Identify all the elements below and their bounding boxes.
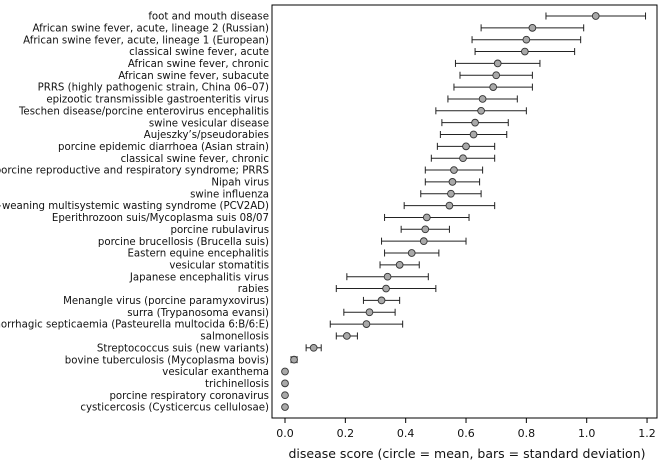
disease-label: vesicular stomatitis	[169, 260, 269, 271]
disease-label: salmonellosis	[200, 332, 269, 343]
x-axis: 0.0 0.2 0.4 0.6 0.8 1.0 1.2	[276, 418, 656, 440]
disease-label: epizootic transmissible gastroenteritis …	[46, 95, 269, 106]
x-tick-label: 0.6	[457, 427, 475, 440]
x-tick-label: 0.4	[397, 427, 415, 440]
mean-marker	[342, 332, 351, 340]
mean-marker	[362, 320, 371, 328]
mean-marker	[445, 201, 454, 210]
disease-label: Japanese encephalitis virus	[129, 272, 269, 283]
mean-marker	[471, 118, 479, 127]
mean-marker	[493, 59, 502, 68]
disease-label: African swine fever, acute, lineage 1 (E…	[23, 35, 269, 46]
mean-marker	[462, 142, 470, 151]
x-axis-title: disease score (circle = mean, bars = sta…	[288, 446, 645, 461]
plot-frame	[271, 4, 658, 419]
disease-label: Aujeszky’s/pseudorabies	[144, 130, 269, 141]
disease-label: trichinellosis	[205, 379, 269, 390]
mean-marker	[395, 261, 404, 269]
x-tick-label: 0.8	[518, 427, 536, 440]
disease-label: porcine epidemic diarrhoea (Asian strain…	[58, 142, 269, 153]
mean-marker	[419, 237, 428, 246]
mean-marker	[281, 367, 289, 376]
mean-marker	[365, 308, 374, 317]
x-tick-label: 1.2	[638, 427, 656, 440]
mean-marker	[290, 355, 298, 364]
mean-marker	[281, 403, 289, 411]
disease-label: porcine respiratory coronavirus	[109, 391, 269, 402]
x-tick-label: 1.0	[578, 427, 596, 440]
disease-label: porcine rubulavirus	[170, 225, 269, 236]
mean-marker	[478, 95, 487, 103]
disease-label: rabies	[238, 284, 269, 295]
mean-marker	[477, 106, 485, 115]
disease-label: classical swine fever, chronic	[121, 154, 269, 165]
disease-label: surra (Trypanosoma evansi)	[127, 308, 269, 319]
disease-label: African swine fever, subacute	[118, 71, 269, 82]
disease-label: African swine fever, chronic	[128, 59, 269, 70]
mean-marker	[450, 166, 458, 174]
mean-marker	[492, 71, 501, 80]
disease-label: classical swine fever, acute	[129, 47, 269, 58]
mean-marker	[448, 178, 457, 186]
disease-label: Teschen disease/porcine enterovirus ence…	[18, 106, 269, 117]
disease-label: porcine brucellosis (Brucella suis)	[98, 237, 269, 248]
mean-marker	[281, 379, 289, 388]
disease-label: African swine fever, acute, lineage 2 (R…	[32, 23, 269, 34]
disease-label: Eastern equine encephalitis	[128, 249, 270, 260]
mean-marker	[591, 12, 600, 20]
disease-label: foot and mouth disease	[148, 12, 269, 23]
mean-marker	[447, 189, 455, 198]
disease-label: Nipah virus	[211, 178, 269, 189]
mean-marker	[383, 272, 392, 281]
mean-marker	[469, 130, 478, 139]
disease-label: bovine tuberculosis (Mycoplasma bovis)	[65, 355, 269, 366]
mean-marker	[489, 83, 498, 91]
disease-label: PRRS (highly pathogenic strain, China 06…	[38, 83, 269, 94]
mean-marker	[407, 249, 416, 257]
disease-label: post−weaning multisystemic wasting syndr…	[0, 201, 269, 212]
x-tick-label: 0.0	[276, 427, 294, 440]
disease-label: cysticercosis (Cysticercus cellulosae)	[80, 403, 269, 414]
disease-label: swine influenza	[190, 189, 269, 200]
disease-label: Eperithrozoon suis/Mycoplasma suis 08/07	[52, 213, 269, 224]
mean-marker	[528, 24, 537, 32]
mean-marker	[521, 47, 529, 56]
mean-marker	[459, 154, 467, 163]
mean-marker	[522, 35, 531, 44]
mean-marker	[281, 391, 289, 400]
mean-marker	[377, 296, 386, 305]
disease-label: vesicular exanthema	[162, 367, 269, 378]
disease-label: porcine reproductive and respiratory syn…	[0, 166, 269, 177]
mean-marker	[421, 225, 430, 234]
mean-marker	[309, 343, 318, 352]
mean-marker	[422, 213, 431, 222]
disease-label: Streptococcus suis (new variants)	[97, 343, 269, 354]
disease-label: haemorrhagic septicaemia (Pasteurella mu…	[0, 320, 269, 331]
disease-label: Menangle virus (porcine paramyxovirus)	[63, 296, 269, 307]
mean-marker	[382, 284, 390, 293]
x-tick-label: 0.2	[337, 427, 355, 440]
disease-label: swine vesicular disease	[149, 118, 269, 129]
